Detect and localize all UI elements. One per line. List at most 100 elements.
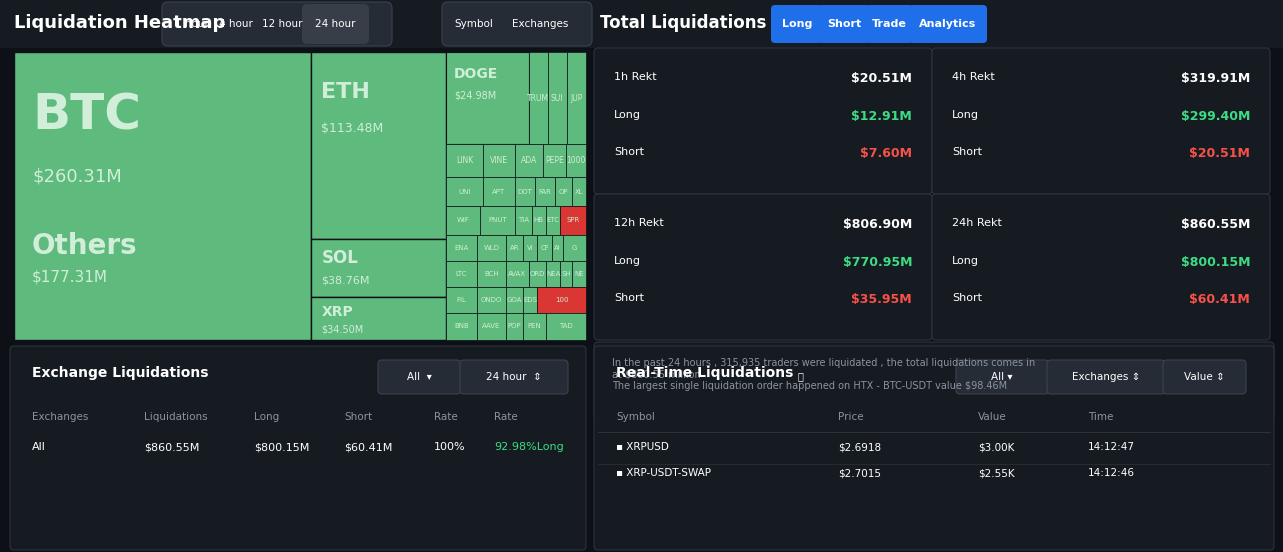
Text: BCH: BCH — [484, 271, 499, 277]
Text: 14:12:46: 14:12:46 — [1088, 468, 1135, 478]
Text: WIF: WIF — [457, 217, 470, 224]
Text: 4 hour: 4 hour — [219, 19, 253, 29]
Text: VINE: VINE — [490, 156, 508, 165]
Text: APT: APT — [493, 189, 506, 195]
Text: ▪ XRP-USDT-SWAP: ▪ XRP-USDT-SWAP — [616, 468, 711, 478]
FancyBboxPatch shape — [956, 360, 1049, 394]
Text: $12.91M: $12.91M — [851, 110, 912, 123]
Text: BTC: BTC — [32, 92, 141, 140]
Bar — [543, 144, 566, 177]
Bar — [312, 239, 446, 297]
Text: $2.55K: $2.55K — [978, 468, 1015, 478]
Text: FIL: FIL — [457, 296, 467, 302]
Text: $3.00K: $3.00K — [978, 442, 1015, 452]
Text: TRUM: TRUM — [527, 94, 549, 103]
Bar — [547, 261, 561, 286]
Text: Value ⇕: Value ⇕ — [1184, 372, 1224, 382]
Text: ETC: ETC — [547, 217, 559, 224]
Text: DOT: DOT — [517, 189, 532, 195]
FancyBboxPatch shape — [771, 5, 822, 43]
Bar — [514, 177, 535, 206]
Text: Price: Price — [838, 412, 863, 422]
Bar — [561, 206, 586, 235]
FancyBboxPatch shape — [594, 194, 931, 340]
Text: Rate: Rate — [434, 412, 458, 422]
Bar — [529, 52, 548, 144]
Text: Long: Long — [781, 19, 812, 29]
Text: GOA: GOA — [507, 296, 522, 302]
Text: Symbol: Symbol — [454, 19, 494, 29]
Text: 14:12:47: 14:12:47 — [1088, 442, 1135, 452]
Bar — [312, 52, 446, 239]
Text: 🔊: 🔊 — [798, 371, 804, 381]
Text: Exchanges ⇕: Exchanges ⇕ — [1071, 372, 1141, 382]
Text: 4h Rekt: 4h Rekt — [952, 72, 994, 82]
Bar — [531, 206, 547, 235]
Text: AR: AR — [509, 245, 520, 251]
Text: All  ▾: All ▾ — [407, 372, 431, 382]
Text: SPR: SPR — [567, 217, 580, 224]
Text: Real-Time Liquidations: Real-Time Liquidations — [616, 366, 793, 380]
Text: NE: NE — [574, 271, 584, 277]
Bar — [14, 52, 586, 340]
Bar — [566, 144, 586, 177]
Text: SH: SH — [561, 271, 571, 277]
Text: UNI: UNI — [458, 189, 471, 195]
Text: Long: Long — [254, 412, 280, 422]
Bar — [523, 235, 538, 261]
Text: $34.50M: $34.50M — [322, 325, 363, 335]
Bar — [572, 177, 586, 206]
FancyBboxPatch shape — [819, 5, 869, 43]
Text: $860.55M: $860.55M — [144, 442, 199, 452]
Text: 1000: 1000 — [566, 156, 585, 165]
Text: BNB: BNB — [454, 323, 470, 330]
Text: Rate: Rate — [494, 412, 518, 422]
Text: Time: Time — [1088, 412, 1114, 422]
Text: 12 hour: 12 hour — [262, 19, 303, 29]
Bar — [547, 312, 586, 340]
Text: $60.41M: $60.41M — [1189, 293, 1250, 306]
Text: TIA: TIA — [517, 217, 529, 224]
Text: 92.98%Long: 92.98%Long — [494, 442, 563, 452]
Bar — [535, 177, 554, 206]
Bar — [506, 312, 523, 340]
Text: $2.7015: $2.7015 — [838, 468, 881, 478]
FancyBboxPatch shape — [443, 2, 591, 46]
Bar — [506, 235, 523, 261]
Text: $38.76M: $38.76M — [322, 275, 370, 285]
Text: 24h Rekt: 24h Rekt — [952, 218, 1002, 228]
Text: Long: Long — [952, 110, 979, 120]
Text: $113.48M: $113.48M — [322, 122, 384, 135]
Text: SUI: SUI — [550, 94, 563, 103]
Text: $20.51M: $20.51M — [851, 72, 912, 85]
Text: 24 hour: 24 hour — [314, 19, 355, 29]
Text: ENA: ENA — [454, 245, 468, 251]
Text: Short: Short — [344, 412, 372, 422]
Text: Short: Short — [615, 293, 644, 303]
Text: Short: Short — [826, 19, 861, 29]
Bar — [312, 297, 446, 340]
Text: $20.51M: $20.51M — [1189, 147, 1250, 160]
Bar — [567, 52, 586, 144]
Bar — [538, 235, 552, 261]
Bar — [477, 312, 506, 340]
Bar — [480, 206, 514, 235]
Text: WLD: WLD — [484, 245, 499, 251]
Bar — [482, 144, 514, 177]
Text: Trade: Trade — [871, 19, 906, 29]
Text: CF: CF — [540, 245, 549, 251]
Text: Exchanges: Exchanges — [512, 19, 568, 29]
Bar — [514, 206, 531, 235]
Bar — [477, 261, 506, 286]
Bar — [506, 286, 523, 312]
Text: VI: VI — [527, 245, 534, 251]
Text: Value: Value — [978, 412, 1007, 422]
Bar — [446, 206, 480, 235]
Text: Short: Short — [952, 147, 981, 157]
Text: $2.6918: $2.6918 — [838, 442, 881, 452]
Text: All: All — [32, 442, 46, 452]
Bar — [538, 286, 586, 312]
Bar — [506, 261, 529, 286]
Text: 100: 100 — [556, 296, 568, 302]
Text: Symbol: Symbol — [616, 412, 654, 422]
